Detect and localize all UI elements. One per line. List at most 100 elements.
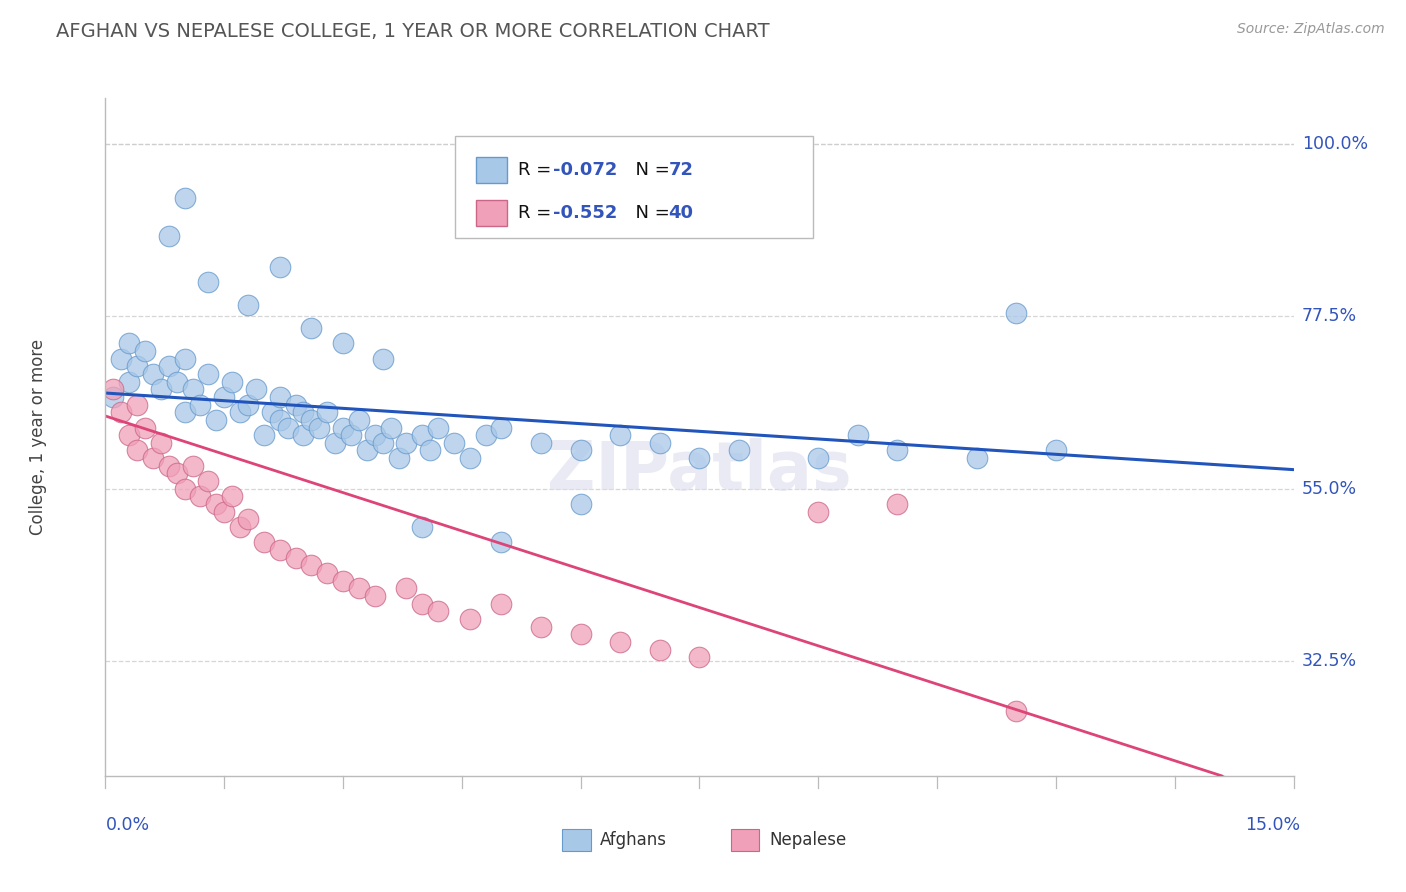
Point (689, 650, 711, 665)
Text: 40: 40 (669, 204, 693, 222)
Point (308, 420, 330, 434)
Point (127, 443, 149, 458)
Point (103, 390, 125, 404)
Point (332, 574, 354, 588)
Point (443, 435, 465, 450)
Text: College, 1 year or more: College, 1 year or more (30, 339, 46, 535)
Point (173, 191, 195, 205)
Point (236, 512, 259, 526)
Point (427, 420, 450, 434)
Point (340, 428, 363, 442)
Point (142, 367, 165, 381)
Point (134, 343, 156, 358)
Point (427, 604, 450, 618)
Point (197, 367, 219, 381)
Point (299, 413, 322, 427)
Point (157, 229, 180, 244)
Point (356, 443, 378, 458)
Point (181, 458, 204, 473)
Point (197, 474, 219, 488)
Point (332, 420, 354, 434)
Point (395, 435, 418, 450)
Point (807, 451, 830, 466)
Text: R =: R = (519, 204, 557, 222)
Point (269, 543, 291, 558)
Point (173, 482, 195, 496)
Point (190, 398, 212, 412)
Point (569, 627, 592, 641)
Point (157, 359, 180, 374)
Point (197, 275, 219, 289)
Point (260, 405, 283, 419)
Point (142, 451, 165, 466)
Text: 32.5%: 32.5% (1302, 652, 1357, 670)
Point (205, 497, 228, 511)
Point (292, 428, 315, 442)
Point (395, 582, 418, 596)
Point (149, 382, 172, 396)
Point (149, 435, 172, 450)
Text: -0.072: -0.072 (554, 161, 617, 179)
Text: -0.552: -0.552 (554, 204, 617, 222)
Point (1045, 443, 1067, 458)
Point (411, 428, 433, 442)
Point (284, 398, 307, 412)
Point (269, 413, 291, 427)
Text: N =: N = (624, 204, 675, 222)
Point (807, 505, 830, 519)
Point (569, 443, 592, 458)
Text: 15.0%: 15.0% (1246, 816, 1301, 834)
Point (491, 420, 513, 434)
Text: 0.0%: 0.0% (105, 816, 149, 834)
Point (236, 298, 259, 312)
Point (253, 428, 276, 442)
Point (181, 382, 204, 396)
Point (299, 558, 322, 573)
Point (166, 467, 188, 481)
Point (609, 635, 631, 649)
Point (253, 535, 276, 549)
Point (846, 428, 869, 442)
Text: 72: 72 (669, 161, 693, 179)
Point (411, 520, 433, 534)
Point (491, 535, 513, 549)
Point (1005, 704, 1028, 718)
Point (221, 375, 243, 389)
Text: R =: R = (519, 161, 557, 179)
Text: Afghans: Afghans (600, 831, 668, 849)
Point (292, 405, 315, 419)
Point (229, 520, 252, 534)
Point (371, 351, 394, 366)
Point (214, 505, 236, 519)
Point (157, 458, 180, 473)
Point (316, 405, 339, 419)
Point (380, 420, 402, 434)
Point (364, 589, 387, 603)
Point (118, 375, 141, 389)
Point (530, 620, 553, 634)
Point (214, 390, 236, 404)
Point (236, 398, 259, 412)
Point (103, 382, 125, 396)
Point (118, 428, 141, 442)
Point (1005, 305, 1028, 319)
Text: 77.5%: 77.5% (1302, 308, 1357, 326)
Point (166, 375, 188, 389)
Point (221, 490, 243, 504)
Point (648, 435, 671, 450)
Point (299, 321, 322, 335)
Point (411, 597, 433, 611)
Point (491, 597, 513, 611)
Point (728, 443, 751, 458)
Point (173, 351, 195, 366)
Point (316, 566, 339, 580)
Point (173, 405, 195, 419)
Point (277, 420, 299, 434)
Point (458, 612, 481, 626)
Text: 100.0%: 100.0% (1302, 135, 1368, 153)
Point (118, 336, 141, 351)
Point (110, 405, 132, 419)
Point (190, 490, 212, 504)
Point (609, 428, 631, 442)
Point (269, 260, 291, 274)
